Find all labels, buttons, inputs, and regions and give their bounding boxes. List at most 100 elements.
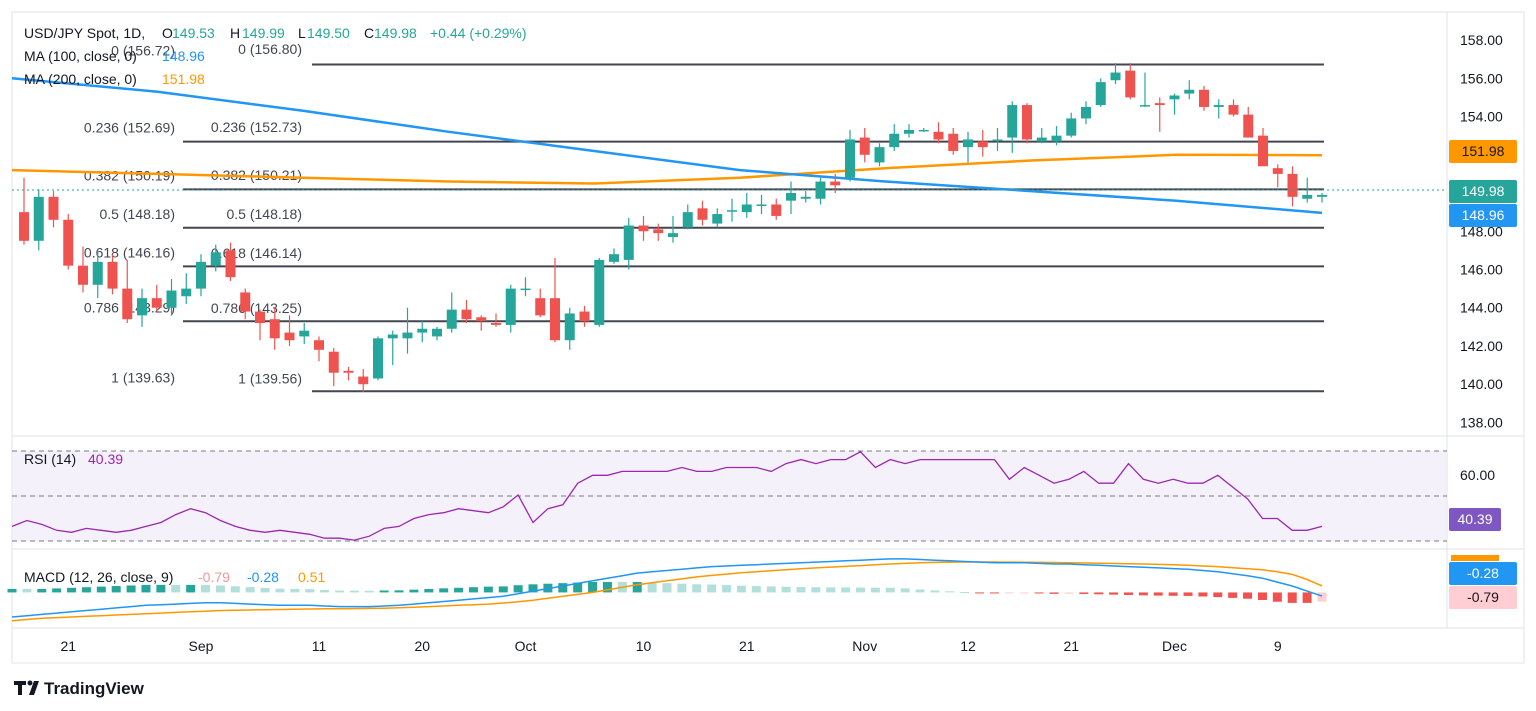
candle-body: [977, 141, 988, 148]
macd-histogram-bar: [602, 581, 612, 593]
macd-histogram-bar: [335, 590, 344, 593]
candle-body: [225, 250, 236, 278]
macd-histogram-bar: [1183, 592, 1193, 596]
candle-body: [210, 252, 221, 266]
time-tick-label: Oct: [515, 638, 537, 654]
macd-histogram-bar: [1079, 592, 1089, 594]
candle-body: [1066, 118, 1077, 136]
rsi-line: [11, 450, 1323, 541]
macd-histogram-bar: [320, 589, 330, 593]
ma100-line: [11, 77, 1323, 215]
candle-body: [1095, 82, 1106, 106]
candle-body: [269, 319, 280, 339]
candle-body: [137, 298, 147, 316]
open-value: 149.53: [172, 25, 215, 41]
macd-histogram-bar: [1019, 592, 1029, 594]
price-tick-label: 154.00: [1460, 109, 1503, 125]
macd-histogram-bar: [856, 587, 866, 593]
macd-histogram-bar: [677, 583, 687, 593]
candle-body: [550, 298, 560, 341]
candle-body: [623, 225, 634, 260]
candle-body: [402, 332, 413, 339]
candle-body: [727, 210, 737, 212]
candle-body: [343, 370, 354, 373]
time-axis[interactable]: 21 Sep 11 20 Oct 10 21 Nov 12 21 Dec 9: [60, 638, 1281, 654]
candle-body: [358, 376, 369, 385]
fib-label-left: 0.618 (146.16): [84, 244, 175, 260]
candle-body: [697, 208, 708, 220]
candle-body: [240, 292, 251, 312]
macd-histogram-bar: [260, 587, 270, 593]
macd-histogram-bar: [81, 587, 91, 593]
candle-body: [491, 323, 501, 325]
macd-histogram-bar: [1272, 592, 1282, 602]
macd-pane: [7, 558, 1327, 622]
fib-label-left: 0 (156.72): [111, 43, 175, 59]
fib-label-left: 0.236 (152.69): [84, 120, 175, 136]
candle-body: [1051, 135, 1062, 142]
candle-body: [19, 212, 29, 241]
candle-body: [520, 288, 531, 291]
macd-badge-bg: [1449, 562, 1517, 585]
price-axis[interactable]: 158.00156.00154.00152.00150.00148.00146.…: [1460, 32, 1503, 430]
macd-histogram-bar: [1123, 592, 1133, 595]
candle-body: [328, 351, 339, 373]
candle-body: [299, 330, 310, 337]
macd-histogram-bar: [826, 587, 836, 593]
macd-histogram-bar: [52, 588, 62, 593]
candle-body: [874, 147, 885, 163]
candle-body: [1317, 194, 1327, 197]
macd-histogram-bar: [379, 590, 389, 593]
macd-histogram-bar: [1302, 592, 1312, 603]
candle-body: [992, 139, 1003, 141]
macd-line: [11, 558, 1323, 618]
macd-histogram-bar: [483, 586, 493, 593]
ma100-label: MA (100, close, 0): [24, 48, 137, 64]
fib-label-left: 0.382 (150.19): [84, 167, 175, 183]
rsi-badge-bg: [1449, 508, 1501, 531]
fib-label-right: 0 (156.80): [238, 41, 302, 57]
fib-lines: 0 (156.72) 0 (156.80) 0.236 (152.69) 0.236 …: [84, 41, 1324, 393]
time-tick-label: Nov: [852, 638, 877, 654]
macd-histogram-bar: [1034, 592, 1044, 594]
macd-histogram-bar: [1049, 592, 1059, 594]
macd-histogram-bar: [275, 588, 285, 593]
fib-label-right: 0.5 (148.18): [227, 206, 303, 222]
macd-histogram-bar: [1004, 592, 1014, 594]
change-value: +0.44 (+0.29%): [430, 25, 527, 41]
candle-body: [461, 309, 472, 320]
candle-body: [1213, 105, 1224, 107]
macd-histogram-bar: [796, 587, 806, 593]
candle-body: [579, 311, 590, 322]
candle-body: [1258, 135, 1268, 167]
macd-line-value: -0.28: [247, 569, 279, 585]
macd-histogram-bar: [1138, 592, 1148, 596]
fib-label-left: 1 (139.63): [111, 369, 175, 385]
candle-body: [564, 313, 575, 341]
macd-histogram-bar: [558, 583, 568, 593]
macd-histogram-bar: [22, 588, 32, 593]
candle-body: [845, 139, 855, 178]
price-tick-label: 158.00: [1460, 32, 1503, 48]
macd-hist-badge: -0.79: [1467, 589, 1499, 605]
macd-histogram-bar: [349, 590, 359, 593]
time-tick-label: 11: [312, 638, 327, 654]
macd-signal-badge: [1451, 555, 1499, 561]
macd-histogram-bar: [990, 592, 999, 594]
macd-histogram-bar: [751, 586, 761, 593]
tradingview-logo[interactable]: TradingView: [14, 679, 145, 698]
candle-body: [786, 193, 796, 201]
high-value: 149.99: [242, 25, 285, 41]
candle-body: [107, 261, 118, 289]
candle-body: [800, 196, 811, 199]
macd-histogram-bar: [945, 591, 955, 593]
macd-histogram-bar: [67, 587, 77, 593]
macd-histogram-bar: [573, 582, 583, 593]
candle-body: [166, 290, 177, 308]
macd-histogram-bar: [1109, 592, 1119, 595]
candle-body: [122, 288, 133, 320]
high-label: H: [230, 25, 240, 41]
macd-histogram-bar: [439, 588, 449, 593]
rsi-band: [12, 451, 1447, 541]
